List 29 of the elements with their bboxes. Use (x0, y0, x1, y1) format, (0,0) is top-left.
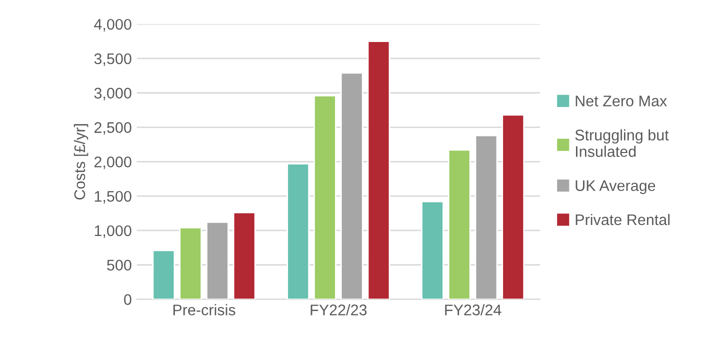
bar (448, 149, 471, 300)
bar (286, 163, 310, 300)
bar (340, 72, 364, 300)
bar (367, 40, 390, 300)
legend-label: Private Rental (576, 214, 670, 226)
y-tick-label: 3,000 (94, 88, 132, 100)
x-tick-label: Pre-crisis (173, 304, 236, 316)
y-axis-title: Costs [£/yr] (74, 124, 88, 200)
x-tick-label: FY22/23 (310, 304, 367, 316)
bar (206, 222, 229, 300)
bar (474, 134, 498, 300)
y-tick-label: 4,000 (94, 18, 132, 32)
legend-label: Struggling but Insulated (575, 129, 669, 157)
y-tick-label: 2,000 (94, 156, 132, 170)
legend-label: Net Zero Max (576, 96, 667, 106)
y-tick-label: 1,500 (94, 190, 132, 204)
bar (502, 114, 525, 300)
bar (314, 94, 336, 300)
y-tick-label: 500 (107, 260, 132, 271)
x-tick-label: FY23/24 (445, 304, 502, 316)
y-tick-label: 2,500 (94, 122, 132, 135)
bar (152, 250, 176, 300)
y-tick-label: 3,500 (94, 53, 132, 66)
y-tick-label: 0 (124, 294, 132, 305)
y-tick-label: 1,000 (94, 225, 132, 238)
bar (179, 227, 202, 300)
legend-label: UK Average (576, 180, 656, 194)
bar (421, 200, 444, 300)
bar (232, 212, 256, 300)
